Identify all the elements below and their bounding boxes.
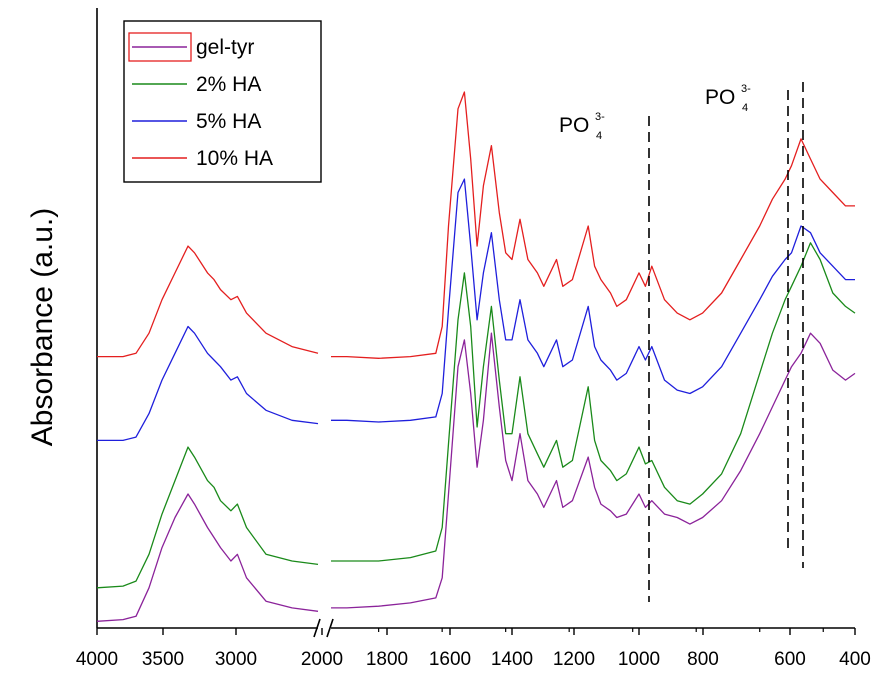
- x-tick-label: 1400: [491, 649, 533, 670]
- legend-label: 2% HA: [196, 73, 261, 96]
- x-tick-label: 1800: [366, 649, 408, 670]
- legend-label: 10% HA: [196, 147, 273, 170]
- x-tick-label: 600: [774, 649, 806, 670]
- phosphate-label-superscript: 3-: [595, 111, 605, 123]
- series-line-5-ha-seg1: [97, 325, 319, 442]
- legend-label: gel-tyr: [196, 36, 254, 59]
- x-ticks: 4000 3500 3000 2000 1800 1600 1400 1200 1000 800 6…: [76, 628, 871, 670]
- x-tick-label: 2000: [301, 649, 343, 670]
- phosphate-label-subscript: 4: [596, 130, 602, 142]
- x-tick-label: 4000: [76, 649, 118, 670]
- series-layer: [96, 91, 856, 622]
- phosphate-label-superscript: 3-: [741, 83, 751, 95]
- axis-break-mark-right: [326, 618, 334, 638]
- y-axis-title-group: Absorbance (a.u.): [26, 208, 59, 446]
- series-line-2-ha-seg1: [96, 446, 319, 589]
- x-tick-label: 1200: [553, 649, 595, 670]
- x-tick-label: 400: [839, 649, 871, 670]
- y-axis-title: Absorbance (a.u.): [26, 208, 59, 446]
- peak-annotations: PO 3- 4 PO 3- 4: [559, 82, 804, 602]
- x-tick-label: 3000: [215, 649, 257, 670]
- x-tick-label: 3500: [142, 649, 184, 670]
- series-line-5-ha-seg2: [331, 178, 855, 423]
- x-tick-label: 1000: [618, 649, 660, 670]
- series-line-2-ha-seg2: [331, 242, 856, 562]
- series-line-10-ha-seg1: [97, 245, 319, 358]
- x-tick-label: 800: [687, 649, 719, 670]
- axes: [96, 8, 855, 638]
- legend-frame: [123, 20, 322, 183]
- axis-break-mark-left: [313, 618, 321, 638]
- phosphate-label-subscript: 4: [742, 102, 748, 114]
- legend: gel-tyr 2% HA 5% HA 10% HA: [123, 20, 322, 183]
- series-line-gel-tyr-seg2: [331, 332, 856, 609]
- series-line-gel-tyr-seg1: [96, 493, 319, 622]
- series-line-10-ha-seg2: [331, 91, 855, 359]
- legend-label: 5% HA: [196, 110, 261, 133]
- legend-highlight-box: [128, 32, 192, 62]
- phosphate-label: PO: [559, 114, 589, 137]
- x-tick-label: 1600: [429, 649, 471, 670]
- phosphate-label: PO: [705, 86, 735, 109]
